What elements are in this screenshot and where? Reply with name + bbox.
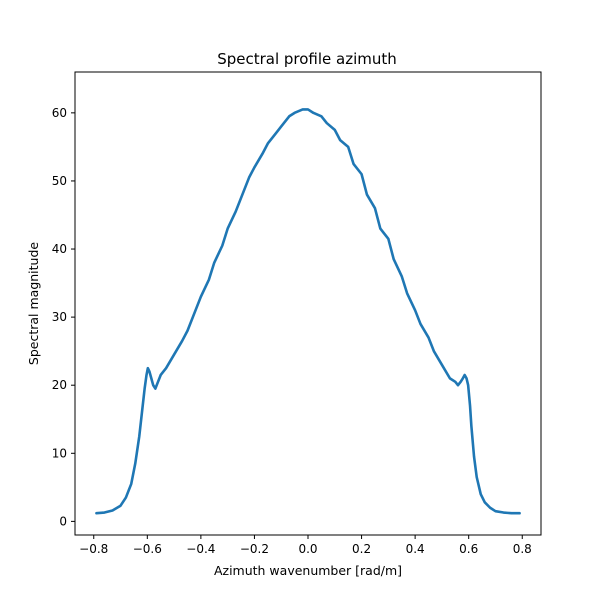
chart-title: Spectral profile azimuth [217, 50, 397, 68]
x-tick-label: 0.0 [298, 542, 317, 556]
y-tick-label: 60 [52, 106, 67, 120]
x-tick-label: 0.8 [513, 542, 532, 556]
x-tick-label: −0.4 [186, 542, 215, 556]
x-axis-label: Azimuth wavenumber [rad/m] [214, 563, 402, 578]
x-tick-label: 0.2 [352, 542, 371, 556]
y-tick-label: 30 [52, 310, 67, 324]
x-tick-label: −0.6 [133, 542, 162, 556]
y-tick-label: 40 [52, 242, 67, 256]
series-layer [95, 108, 521, 515]
y-tick-label: 20 [52, 378, 67, 392]
x-tick-label: 0.6 [459, 542, 478, 556]
y-axis: 0 10 20 30 40 50 60 [52, 106, 75, 528]
x-axis: −0.8 −0.6 −0.4 −0.2 0.0 0.2 0.4 0.6 0.8 [79, 535, 532, 556]
x-tick-label: −0.2 [240, 542, 269, 556]
y-tick-label: 50 [52, 174, 67, 188]
y-axis-label: Spectral magnitude [26, 242, 41, 366]
y-tick-label: 0 [59, 514, 67, 528]
y-tick-label: 10 [52, 446, 67, 460]
series-line-0 [95, 108, 521, 515]
x-tick-label: 0.4 [406, 542, 425, 556]
x-tick-label: −0.8 [79, 542, 108, 556]
